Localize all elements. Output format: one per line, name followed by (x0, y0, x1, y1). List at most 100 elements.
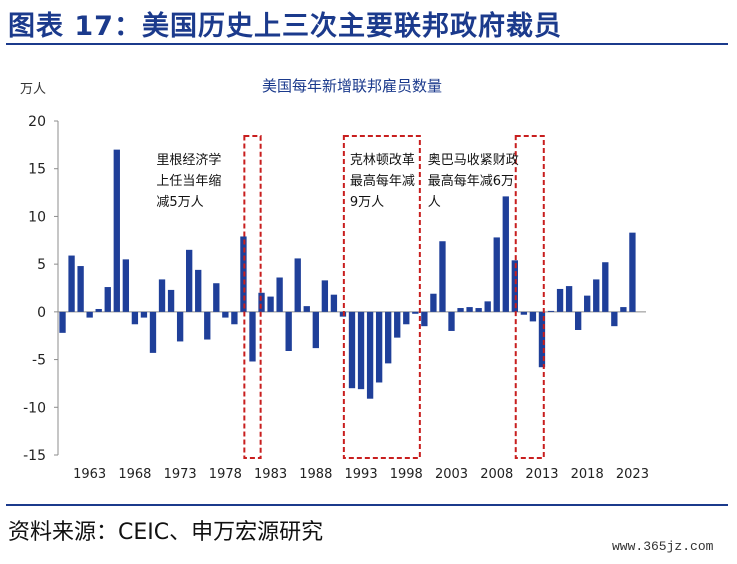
bar (195, 270, 201, 312)
bar (105, 287, 111, 312)
chart-title: 美国每年新增联邦雇员数量 (262, 77, 442, 95)
bar (168, 290, 174, 312)
bar (457, 308, 463, 312)
source-note: 资料来源：CEIC、申万宏源研究 (8, 514, 323, 546)
bar (466, 307, 472, 312)
bar (186, 250, 192, 312)
bar (385, 312, 391, 364)
bar (96, 309, 102, 312)
x-tick-label: 1983 (254, 467, 287, 482)
y-tick-label: 0 (37, 305, 46, 321)
bar (530, 312, 536, 322)
bar (358, 312, 364, 389)
annotation-text: 减5万人 (156, 195, 203, 210)
bar (593, 279, 599, 311)
footer-rule (6, 504, 728, 506)
bar (503, 196, 509, 311)
y-tick-label: 15 (28, 162, 46, 178)
bar (177, 312, 183, 342)
bar (304, 306, 310, 312)
x-tick-label: 2018 (571, 467, 604, 482)
bar (87, 312, 93, 318)
annotation-text: 人 (428, 195, 441, 210)
y-axis-unit: 万人 (20, 82, 46, 97)
x-tick-group: 1963 1968 1973 1978 1983 1988 1993 1998 2003 2008… (73, 467, 649, 482)
x-tick-label: 1963 (73, 467, 106, 482)
bar (204, 312, 210, 340)
annotation-box (244, 136, 260, 458)
bar (367, 312, 373, 399)
x-tick-label: 1968 (118, 467, 151, 482)
bar (222, 312, 228, 318)
bar (611, 312, 617, 326)
y-tick-label: 5 (37, 257, 46, 273)
x-tick-label: 1973 (164, 467, 197, 482)
annotation-text: 奥巴马收紧财政 (428, 153, 519, 168)
y-tick-group: 20 15 10 5 0 -5 -10 -15 (23, 114, 58, 464)
bar (286, 312, 292, 351)
bar (267, 297, 273, 312)
bar (322, 280, 328, 311)
annotation-text: 里根经济学 (156, 152, 221, 168)
bar (313, 312, 319, 348)
bar (412, 312, 418, 314)
y-tick-label: -5 (32, 353, 46, 369)
bar (276, 278, 282, 312)
bar (249, 312, 255, 362)
bar (295, 258, 301, 311)
x-tick-label: 2003 (435, 467, 468, 482)
bar (439, 241, 445, 312)
bar (59, 312, 65, 333)
x-tick-label: 1998 (390, 467, 423, 482)
bar (77, 266, 83, 312)
bar (602, 262, 608, 312)
bar (376, 312, 382, 383)
y-tick-label: 20 (28, 114, 46, 130)
bar (258, 293, 264, 312)
x-tick-label: 1978 (209, 467, 242, 482)
bar (620, 307, 626, 312)
bar (494, 237, 500, 311)
bar (231, 312, 237, 324)
bar (557, 289, 563, 312)
annotation-text: 9万人 (350, 195, 384, 210)
bar (403, 312, 409, 324)
bar (475, 308, 481, 312)
annotation-box (516, 136, 544, 458)
bar (421, 312, 427, 326)
bar (566, 286, 572, 312)
x-tick-label: 1993 (345, 467, 378, 482)
bar (548, 311, 554, 312)
x-tick-label: 1988 (299, 467, 332, 482)
bar (521, 312, 527, 315)
x-tick-label: 2008 (480, 467, 513, 482)
bar (150, 312, 156, 353)
annotation-text: 最高每年减 (350, 173, 415, 189)
bar-series (59, 150, 635, 399)
bar (68, 256, 74, 312)
y-tick-label: 10 (28, 209, 46, 225)
watermark-text: www.365jz.com (612, 539, 713, 554)
x-tick-label: 2023 (616, 467, 649, 482)
bar (575, 312, 581, 330)
bar (123, 259, 129, 311)
annotation-text: 最高每年减6万 (428, 173, 514, 189)
bar (629, 233, 635, 312)
bar (430, 294, 436, 312)
bar (485, 301, 491, 312)
bar (349, 312, 355, 388)
bar (114, 150, 120, 312)
bar (213, 283, 219, 312)
y-tick-label: -15 (23, 448, 46, 464)
bar (448, 312, 454, 331)
bar (394, 312, 400, 338)
annotation-text: 上任当年缩 (156, 173, 221, 189)
bar (132, 312, 138, 324)
y-tick-label: -10 (23, 400, 46, 416)
bar (159, 279, 165, 311)
annotation-text: 克林顿改革 (350, 153, 415, 168)
bar (141, 312, 147, 318)
bar (331, 295, 337, 312)
bar (584, 296, 590, 312)
